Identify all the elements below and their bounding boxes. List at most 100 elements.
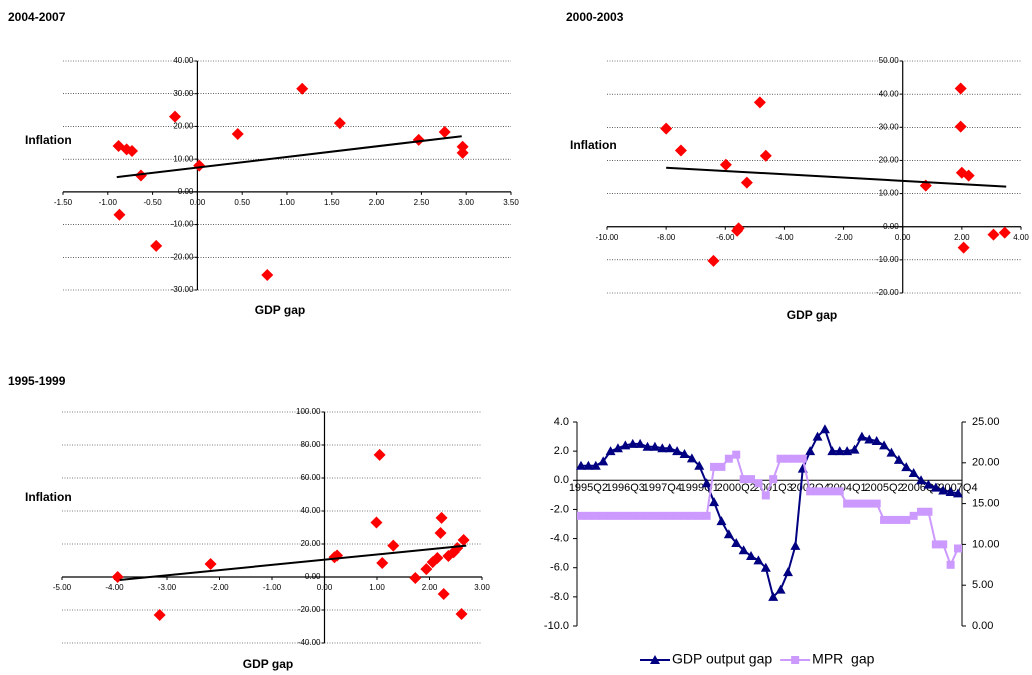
x-tick-label: 1.00: [369, 583, 385, 592]
y-tick-label: 10.00: [879, 189, 900, 198]
point: [701, 478, 712, 488]
x-tick-label: -6.00: [716, 233, 735, 242]
point: [660, 122, 673, 135]
x-tick-label: 0.50: [234, 198, 250, 207]
point: [231, 127, 244, 140]
point: [939, 540, 948, 549]
point: [583, 460, 594, 470]
point: [723, 529, 734, 539]
point: [456, 146, 469, 159]
point: [628, 511, 637, 520]
point: [333, 117, 346, 130]
point: [953, 488, 963, 498]
legend-label: MPR gap: [812, 651, 874, 667]
point: [724, 454, 733, 463]
point: [954, 544, 962, 553]
point: [746, 551, 757, 561]
x-tick-label: 2005Q2: [865, 482, 904, 494]
trendline: [666, 166, 1007, 188]
point: [954, 120, 967, 133]
point: [702, 511, 711, 520]
y-tick-label: 20.00: [173, 122, 194, 131]
point: [856, 431, 867, 441]
point: [849, 444, 860, 454]
x-tick-label: -4.00: [105, 583, 124, 592]
y-axis-label: Inflation: [25, 490, 72, 504]
point: [732, 450, 741, 459]
point: [680, 511, 689, 520]
point: [686, 453, 697, 463]
y-tick-label: 30.00: [879, 122, 900, 131]
point: [612, 443, 623, 453]
y2-tick-label: 15.00: [972, 498, 1000, 510]
point: [673, 511, 682, 520]
point: [650, 511, 659, 520]
point: [945, 486, 956, 496]
point: [412, 133, 425, 146]
point: [598, 456, 609, 466]
point: [957, 241, 970, 254]
y2-tick-label: 20.00: [972, 457, 1000, 469]
point: [605, 446, 616, 456]
point: [782, 567, 793, 577]
x-tick-label: -0.50: [143, 198, 162, 207]
point: [642, 441, 653, 451]
point: [887, 515, 896, 524]
point: [695, 511, 704, 520]
y-tick-label: -10.00: [171, 220, 194, 229]
y-tick-label: -20.00: [876, 288, 899, 297]
y-tick-label: -4.0: [550, 532, 569, 544]
point: [798, 454, 807, 463]
point: [169, 110, 181, 123]
point: [946, 560, 955, 569]
x-tick-label: -10.00: [596, 233, 619, 242]
point: [775, 584, 786, 594]
point: [893, 454, 904, 464]
y-tick-label: -30.00: [171, 285, 194, 294]
point: [827, 446, 838, 456]
x-tick-label: -2.00: [210, 583, 229, 592]
point: [828, 487, 837, 496]
point: [635, 438, 646, 448]
point: [643, 511, 652, 520]
point: [376, 556, 389, 569]
x-axis-label: GDP gap: [787, 308, 837, 322]
point: [909, 511, 918, 520]
point: [113, 208, 126, 221]
point: [806, 487, 815, 496]
chart-title: 1995-1999: [8, 374, 66, 388]
point: [776, 454, 785, 463]
point: [865, 499, 874, 508]
point: [740, 176, 753, 189]
y-tick-label: 2.0: [554, 445, 569, 457]
point: [834, 446, 845, 456]
x-tick-label: 4.00: [1013, 233, 1029, 242]
point: [387, 539, 400, 552]
point: [591, 511, 600, 520]
point: [783, 454, 792, 463]
point: [842, 446, 853, 456]
y-tick-label: 100.00: [296, 407, 321, 416]
point: [193, 159, 206, 172]
point: [679, 449, 690, 459]
x-tick-label: 1.00: [279, 198, 295, 207]
point: [879, 440, 890, 450]
point: [134, 169, 147, 182]
x-tick-label: 3.50: [503, 198, 519, 207]
point: [658, 511, 667, 520]
legend-marker: [650, 655, 660, 664]
point: [857, 499, 866, 508]
point: [455, 607, 468, 620]
point: [916, 475, 927, 485]
point: [451, 541, 464, 554]
y-tick-label: -40.00: [298, 638, 321, 647]
x-axis-label: GDP gap: [255, 303, 305, 317]
point: [872, 499, 881, 508]
y-tick-label: 40.00: [879, 89, 900, 98]
x-tick-label: -8.00: [657, 233, 676, 242]
point: [761, 491, 770, 500]
point: [902, 515, 911, 524]
y-tick-label: -10.00: [876, 255, 899, 264]
x-tick-label: -1.00: [263, 583, 282, 592]
